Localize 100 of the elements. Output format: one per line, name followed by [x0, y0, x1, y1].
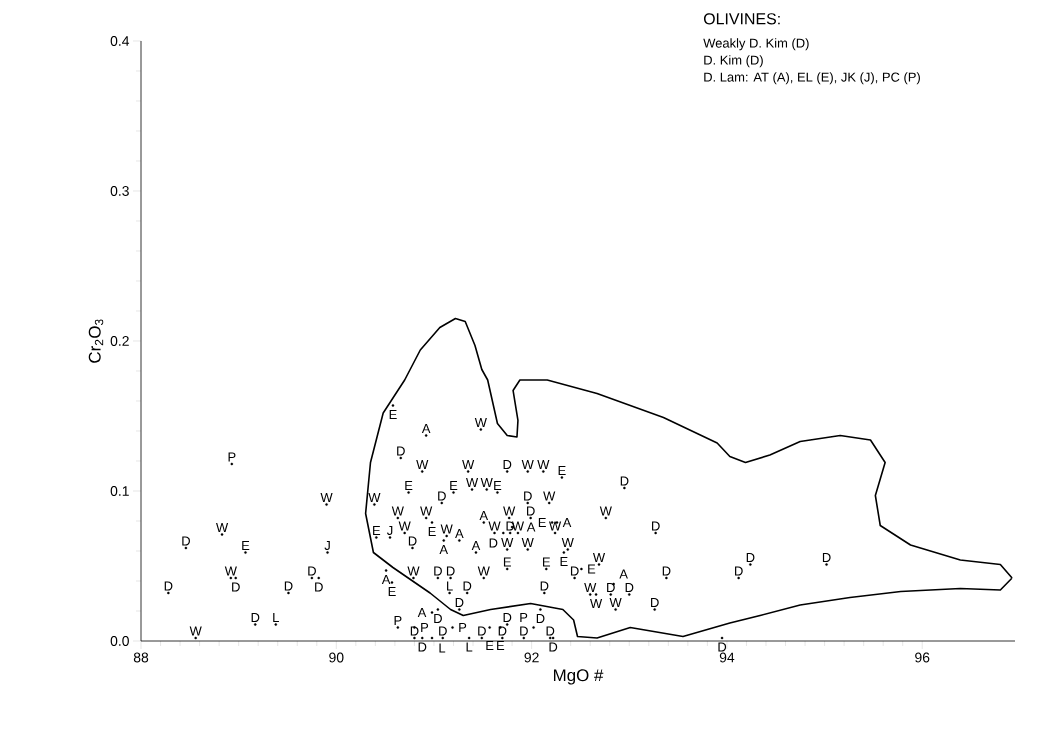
x-tick-label: 90: [329, 652, 344, 663]
point: [436, 608, 440, 611]
point: [449, 576, 452, 580]
text: W: [561, 538, 574, 547]
text: W: [216, 523, 229, 532]
text: D: [607, 583, 615, 592]
point: [516, 531, 520, 535]
text: W: [480, 478, 493, 487]
text: D: [315, 582, 323, 592]
point: [543, 591, 546, 595]
text: D: [478, 626, 486, 636]
point: [430, 636, 434, 640]
point: [737, 576, 740, 580]
point: [436, 576, 440, 580]
text: E: [388, 587, 396, 596]
point: [623, 486, 626, 490]
point: [493, 531, 496, 535]
text: D: [408, 536, 417, 546]
point: [407, 491, 410, 494]
x-tick-label: 94: [719, 652, 735, 663]
text: E: [242, 541, 250, 550]
text: D: [251, 613, 260, 622]
point: [548, 636, 552, 640]
y-tick-label: 0.3: [110, 186, 129, 196]
text: D: [822, 553, 831, 562]
point: [526, 501, 530, 505]
point: [505, 623, 509, 626]
text: D: [439, 626, 447, 636]
text: D: [746, 553, 755, 562]
y-axis-title: Cr$_{2}$O$_{3}$: [88, 319, 104, 363]
point: [452, 491, 455, 494]
point: [440, 501, 444, 505]
text: A: [439, 545, 449, 554]
point: [614, 608, 617, 611]
text: D: [651, 598, 659, 607]
text: D: [397, 446, 405, 456]
text: E: [389, 410, 397, 419]
text: E: [558, 466, 566, 475]
text: E: [538, 518, 546, 527]
text: W: [549, 521, 562, 531]
point: [373, 503, 376, 506]
point: [375, 536, 378, 539]
text: D: [489, 538, 498, 548]
text: D: [503, 613, 512, 622]
text: W: [599, 506, 612, 516]
text: P: [421, 623, 429, 632]
text: D: [463, 581, 472, 591]
text: E: [450, 481, 458, 490]
point: [532, 626, 535, 629]
point: [505, 548, 509, 551]
text: A: [562, 518, 572, 527]
text: A: [417, 608, 427, 617]
text: D: [308, 566, 316, 576]
point: [474, 551, 478, 554]
series-label: A: [455, 529, 464, 538]
text: E: [497, 641, 505, 650]
point: [479, 428, 483, 431]
text: D: [232, 582, 240, 592]
point: [665, 576, 668, 580]
text: W: [488, 521, 501, 531]
point: [562, 551, 566, 554]
text: D: [662, 566, 671, 576]
point: [526, 470, 530, 473]
point: [467, 636, 471, 640]
text: W: [592, 553, 606, 562]
point: [384, 569, 388, 572]
point: [609, 593, 613, 596]
text: E: [560, 557, 568, 566]
point: [229, 576, 233, 580]
text: E: [428, 527, 436, 536]
text: D: [540, 581, 549, 591]
point: [412, 576, 415, 580]
text: D: [503, 460, 512, 469]
point: [566, 548, 570, 551]
point: [274, 623, 278, 626]
point: [420, 636, 424, 640]
text: W: [501, 538, 514, 547]
x-tick-label: 96: [915, 652, 930, 663]
point: [470, 488, 474, 491]
text: OLIVINES:: [703, 13, 780, 25]
point: [430, 611, 434, 614]
point: [522, 636, 526, 640]
point: [507, 516, 511, 520]
text: W: [420, 506, 433, 516]
point: [230, 462, 234, 466]
text: J: [386, 525, 393, 536]
point: [326, 551, 329, 554]
point: [573, 576, 576, 580]
point: [411, 546, 414, 550]
point: [441, 636, 445, 640]
point: [502, 531, 505, 535]
point: [508, 531, 512, 535]
point: [604, 516, 608, 520]
point: [413, 636, 416, 640]
text: W: [368, 493, 381, 502]
point: [287, 591, 290, 595]
text: W: [398, 521, 411, 531]
point: [430, 521, 434, 524]
text: A: [479, 511, 489, 520]
point: [529, 516, 532, 520]
